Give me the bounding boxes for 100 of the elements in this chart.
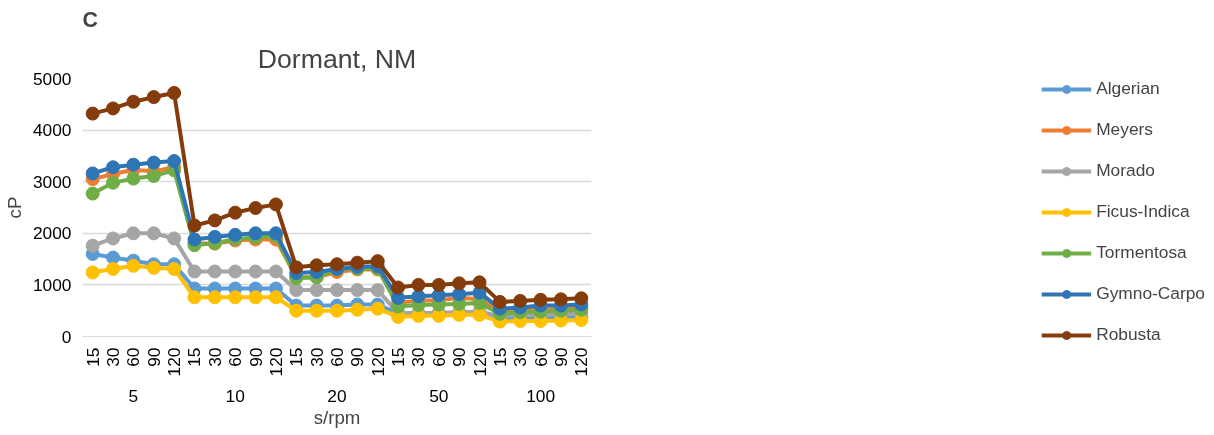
point (85, 186, 100, 201)
point (207, 213, 222, 228)
point (85, 166, 100, 181)
legend-label: Tormentosa (1096, 242, 1187, 263)
text: 10 (225, 385, 245, 406)
point (187, 218, 202, 233)
legend-label: Algerian (1096, 78, 1160, 99)
x-tick-label: 15 (489, 347, 510, 367)
x-tick-label: 120 (164, 347, 185, 377)
x-tick-label: 120 (571, 347, 592, 377)
point (574, 291, 589, 306)
point (431, 277, 446, 292)
point (289, 303, 304, 318)
x-tick-label: 15 (286, 347, 307, 367)
point (309, 283, 324, 298)
x-tick-label: 60 (225, 347, 246, 367)
point (350, 255, 365, 270)
point (207, 229, 222, 244)
point (268, 264, 283, 279)
point (553, 292, 568, 307)
point (268, 290, 283, 305)
point (167, 261, 182, 276)
y-tick-label: 4000 (32, 120, 72, 141)
point (106, 160, 121, 175)
point (167, 231, 182, 246)
legend-label: Robusta (1096, 324, 1161, 345)
point (126, 258, 141, 273)
y-tick-label: 3000 (32, 171, 72, 192)
point (248, 201, 263, 215)
point (472, 275, 487, 290)
point (309, 258, 324, 273)
point (146, 169, 161, 184)
point (85, 238, 100, 253)
y-axis-title: cP (3, 196, 25, 219)
point (126, 226, 141, 241)
point (452, 276, 467, 291)
point (513, 293, 528, 308)
point (207, 290, 222, 305)
x-tick-label: 90 (143, 347, 164, 367)
point (187, 290, 202, 305)
point (106, 231, 121, 246)
point (248, 290, 263, 305)
point (289, 283, 304, 298)
x-tick-label: 15 (184, 347, 205, 367)
text: 20 (327, 385, 347, 406)
x-tick-label: 15 (388, 347, 409, 367)
text: C (82, 7, 98, 32)
x-tick-label: 60 (327, 347, 347, 367)
y-tick-label: 5000 (32, 68, 72, 89)
x-tick-label: 60 (123, 347, 144, 367)
text: 50 (429, 385, 449, 406)
point (391, 280, 406, 295)
point (167, 154, 182, 169)
x-tick-label: 30 (510, 347, 531, 367)
x-tick-label: 30 (306, 347, 327, 367)
y-tick-label: 2000 (32, 223, 72, 244)
point (370, 301, 385, 316)
point (146, 90, 161, 105)
point (167, 85, 182, 100)
legend-label: Meyers (1096, 119, 1153, 140)
point (106, 261, 121, 276)
point (106, 101, 121, 116)
chart-title: Dormant, NM (257, 43, 417, 74)
point (330, 283, 344, 298)
point (350, 302, 365, 317)
point (411, 289, 426, 304)
point (207, 264, 222, 279)
x-tick-label: 90 (449, 347, 470, 367)
x-axis-title: s/rpm (313, 406, 361, 428)
point (268, 197, 283, 212)
x-tick-label: 120 (367, 347, 388, 377)
x-tick-label: 60 (530, 347, 551, 367)
legend-label: Gymno-Carpo (1096, 283, 1205, 304)
point (126, 157, 141, 172)
point (106, 250, 121, 265)
point (248, 226, 263, 241)
x-tick-label: 90 (550, 347, 571, 367)
point (248, 264, 263, 279)
point (85, 106, 100, 121)
point (228, 205, 243, 220)
point (187, 264, 202, 279)
point (533, 292, 548, 307)
point (350, 283, 365, 298)
x-tick-label: 30 (204, 347, 225, 367)
legend-label: Morado (1096, 160, 1155, 181)
y-tick-label: 1000 (32, 274, 72, 295)
point (330, 257, 344, 272)
x-tick-label: 30 (103, 347, 124, 367)
text: 100 (526, 385, 556, 406)
point (289, 260, 304, 275)
x-tick-label: 120 (469, 347, 490, 377)
x-tick-label: 30 (408, 347, 429, 367)
point (146, 226, 161, 241)
x-tick-label: 90 (245, 347, 266, 367)
point (126, 94, 141, 109)
point (309, 303, 324, 318)
x-tick-label: 120 (265, 347, 286, 377)
point (330, 303, 344, 318)
x-tick-label: 90 (347, 347, 368, 367)
point (228, 264, 243, 279)
